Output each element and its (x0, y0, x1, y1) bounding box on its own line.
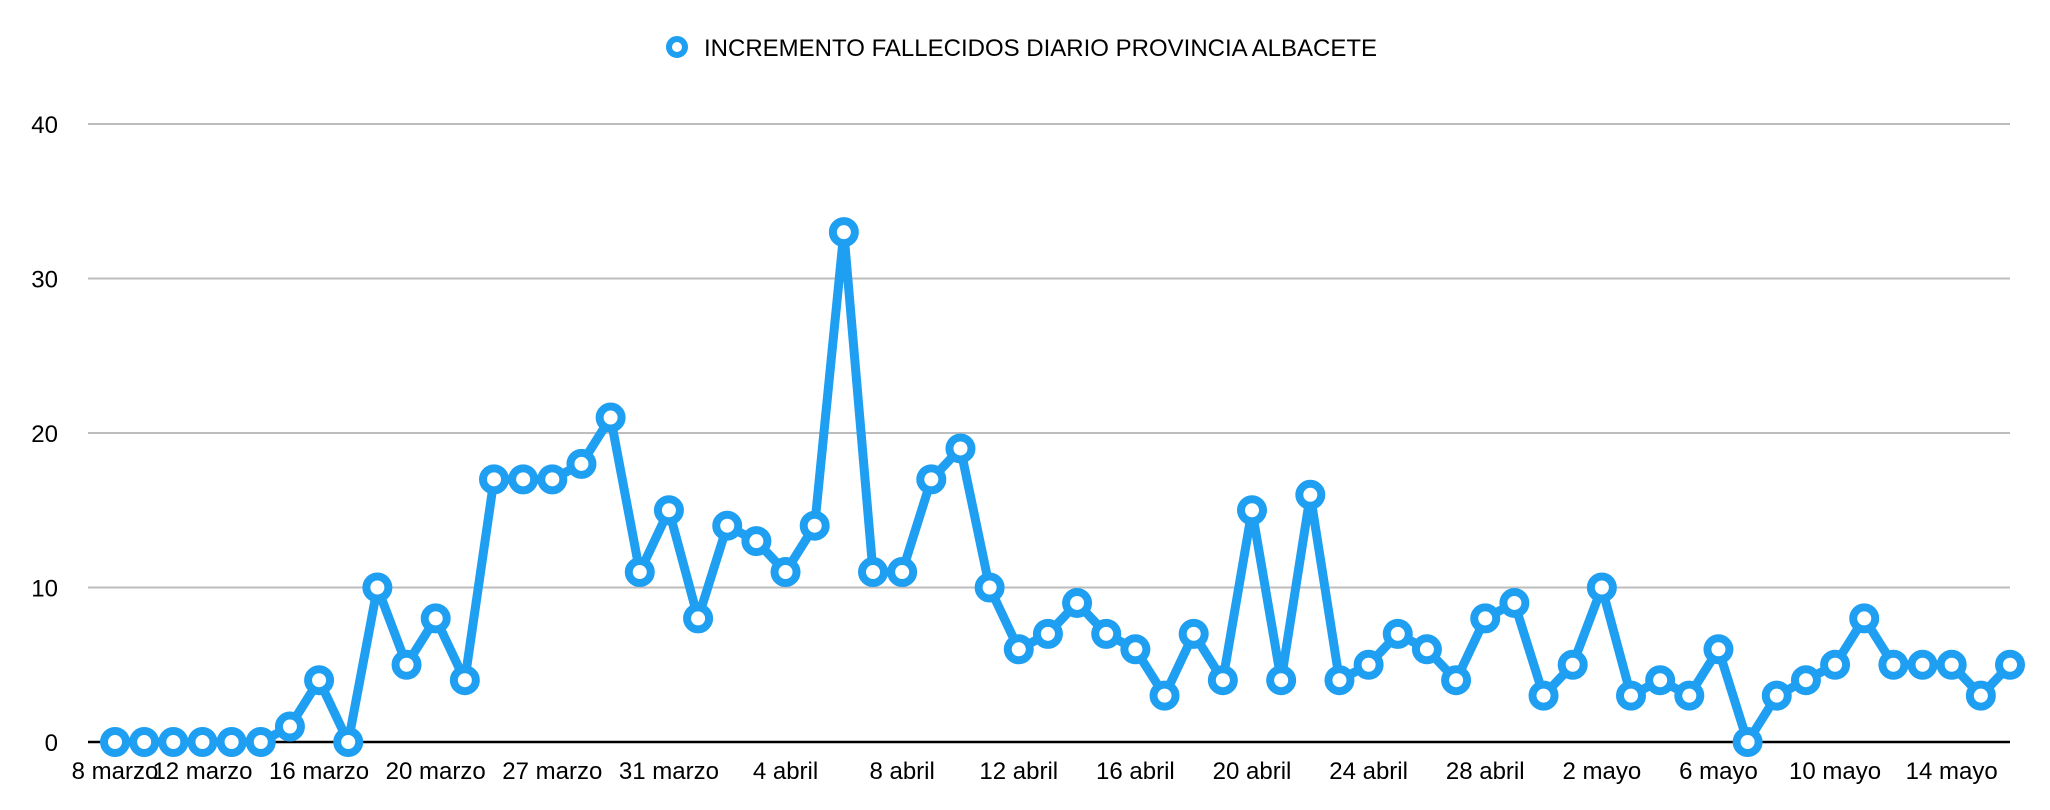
data-point (1703, 634, 1734, 665)
data-point (274, 711, 305, 742)
data-point (1995, 649, 2025, 680)
x-tick-label: 12 abril (979, 758, 1058, 785)
data-point (449, 665, 480, 696)
data-point (1207, 665, 1238, 696)
x-tick-label: 8 abril (869, 758, 934, 785)
data-point (1849, 603, 1880, 634)
x-tick-label: 31 marzo (619, 758, 719, 785)
data-point (945, 433, 976, 464)
legend-marker-icon (666, 36, 688, 58)
data-point (1062, 587, 1093, 618)
data-point (1586, 572, 1617, 603)
legend-label: INCREMENTO FALLECIDOS DIARIO PROVINCIA A… (704, 35, 1377, 62)
x-tick-label: 14 mayo (1906, 758, 1998, 785)
data-point (858, 557, 888, 588)
data-point (566, 448, 597, 479)
data-point (1470, 603, 1501, 634)
data-point (158, 727, 189, 757)
y-tick-label: 10 (31, 576, 58, 603)
data-point (1936, 649, 1967, 680)
data-point (1616, 680, 1646, 711)
data-point (1295, 479, 1326, 510)
data-point (799, 510, 830, 541)
data-point (1528, 680, 1559, 711)
data-point (479, 464, 509, 495)
data-point (1965, 680, 1996, 711)
data-point (420, 603, 451, 634)
data-point (333, 727, 364, 757)
data-point (1441, 665, 1472, 696)
data-point (1353, 649, 1384, 680)
x-tick-label: 4 abril (753, 758, 818, 785)
data-point (916, 464, 947, 495)
data-point (1149, 680, 1180, 711)
data-point (741, 526, 772, 557)
x-tick-label: 20 marzo (386, 758, 486, 785)
data-points (100, 217, 2025, 757)
data-point (683, 603, 714, 634)
data-point (1557, 649, 1588, 680)
x-tick-label: 27 marzo (502, 758, 602, 785)
data-point (1790, 665, 1821, 696)
data-point (624, 557, 655, 588)
data-point (1237, 495, 1267, 526)
data-point (1732, 727, 1763, 757)
data-point (1645, 665, 1676, 696)
data-point (391, 649, 422, 680)
data-point (1003, 634, 1034, 665)
data-point (1324, 665, 1355, 696)
data-point (304, 665, 335, 696)
data-point (887, 557, 918, 588)
y-tick-label: 20 (31, 421, 58, 448)
x-tick-label: 20 abril (1213, 758, 1292, 785)
data-point (508, 464, 539, 495)
legend: INCREMENTO FALLECIDOS DIARIO PROVINCIA A… (666, 35, 1377, 62)
data-point (1120, 634, 1151, 665)
x-tick-label: 2 mayo (1562, 758, 1641, 785)
y-tick-label: 30 (31, 267, 58, 294)
data-point (595, 402, 626, 433)
data-point (1761, 680, 1792, 711)
y-tick-label: 40 (31, 112, 58, 139)
data-point (1907, 649, 1938, 680)
data-point (100, 727, 130, 757)
x-tick-label: 8 marzo (72, 758, 159, 785)
data-point (1382, 618, 1413, 649)
data-point (362, 572, 393, 603)
data-point (245, 727, 276, 757)
data-point (1674, 680, 1705, 711)
data-point (187, 727, 218, 757)
data-point (770, 557, 801, 588)
data-point (1178, 618, 1209, 649)
y-tick-label: 0 (45, 730, 58, 757)
data-point (974, 572, 1005, 603)
data-point (1878, 649, 1909, 680)
y-axis-ticks: 0 10 20 30 40 (31, 112, 58, 757)
data-point (1091, 618, 1122, 649)
data-point (1411, 634, 1442, 665)
data-point (129, 727, 160, 757)
data-point (712, 510, 743, 541)
x-tick-label: 6 mayo (1679, 758, 1758, 785)
x-tick-label: 28 abril (1446, 758, 1525, 785)
data-point (216, 727, 247, 757)
data-point (537, 464, 568, 495)
data-point (653, 495, 684, 526)
x-tick-label: 16 abril (1096, 758, 1175, 785)
data-point (1032, 618, 1063, 649)
data-point (1499, 587, 1530, 618)
data-point (828, 217, 859, 248)
gridlines (88, 123, 2010, 744)
data-point (1820, 649, 1851, 680)
x-tick-label: 12 marzo (152, 758, 252, 785)
x-tick-label: 24 abril (1329, 758, 1408, 785)
x-tick-label: 16 marzo (269, 758, 369, 785)
data-point (1266, 665, 1297, 696)
x-tick-label: 10 mayo (1789, 758, 1881, 785)
